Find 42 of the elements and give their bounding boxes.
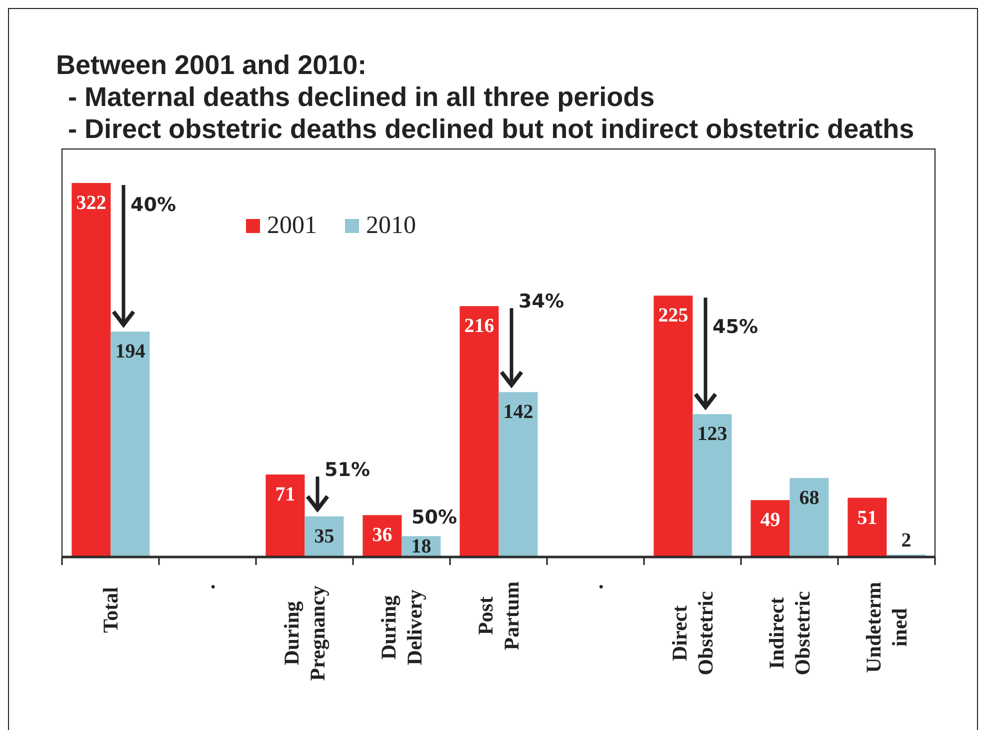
x-tick-label: .: [584, 584, 608, 590]
x-tick-label: Post Partum: [474, 580, 524, 650]
data-label: 36: [372, 524, 392, 546]
chart-title: Between 2001 and 2010:: [56, 49, 367, 81]
legend-label: 2010: [366, 212, 416, 240]
annotation: 51%: [324, 458, 370, 481]
bar: [654, 296, 693, 557]
data-label: 68: [799, 487, 820, 510]
data-label: 142: [503, 401, 534, 424]
bar: [692, 414, 732, 557]
x-tick-label: During Delivery: [376, 589, 426, 666]
bar: [790, 478, 829, 557]
annotation: 34%: [518, 290, 564, 312]
annotation: 45%: [712, 316, 758, 338]
data-label: 322: [76, 192, 106, 214]
bar: [72, 183, 111, 557]
x-tick-label: During Pregnancy: [280, 585, 330, 681]
x-tick-label: Indirect Obstetric: [764, 591, 814, 676]
x-tick-label: Direct Obstetric: [668, 591, 718, 676]
data-label: 194: [115, 340, 146, 363]
data-label: 51: [857, 506, 878, 529]
data-label: 35: [314, 525, 334, 548]
annotation: 50%: [412, 506, 457, 529]
x-tick-label: Total: [98, 586, 122, 633]
data-label: 18: [411, 536, 432, 558]
data-label: 2: [901, 530, 912, 552]
bar: [460, 306, 499, 557]
bar: [266, 474, 305, 557]
legend-label: 2001: [267, 212, 317, 240]
data-label: 225: [658, 304, 688, 327]
x-tick-label: Undeterm ined: [862, 581, 912, 673]
data-label: 71: [275, 484, 296, 506]
bar: [848, 498, 887, 557]
bar: [110, 332, 150, 557]
data-label: 49: [760, 509, 780, 532]
x-tick-label: .: [196, 584, 220, 590]
data-label: 216: [464, 315, 494, 338]
chart-subtitle: - Maternal deaths declined in all three periods - Direct obstetric deaths declined but not indirect obstetric deaths: [68, 81, 914, 145]
bar: [498, 392, 538, 557]
annotation: 40%: [130, 194, 176, 216]
bar: [750, 500, 790, 557]
data-label: 123: [697, 423, 728, 446]
